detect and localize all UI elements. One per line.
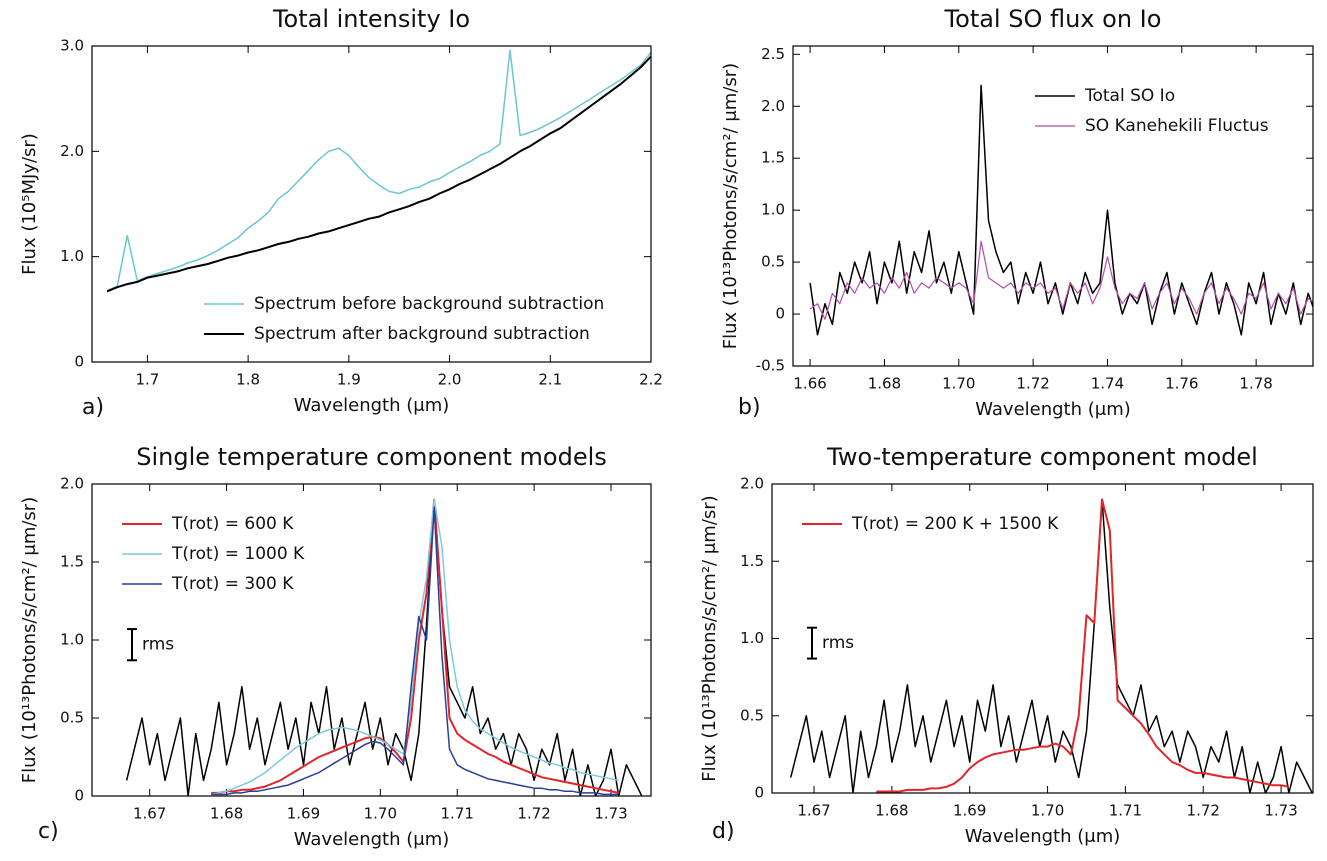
spectrum-line	[211, 498, 619, 796]
x-tick-label: 2.1	[538, 371, 562, 389]
legend-label: SO Kanehekili Fluctus	[1085, 116, 1269, 136]
x-tick-label: 1.76	[1165, 375, 1198, 393]
legend-label: Total SO Io	[1084, 86, 1175, 106]
legend-label: T(rot) = 1000 K	[171, 544, 305, 564]
x-tick-label: 1.67	[133, 805, 166, 823]
rms-label: rms	[822, 633, 854, 653]
y-tick-label: 0.5	[761, 253, 785, 271]
x-tick-label: 1.8	[236, 371, 260, 389]
rms-label: rms	[142, 635, 174, 655]
legend-label: T(rot) = 200 K + 1500 K	[851, 514, 1059, 534]
spectrum-line	[809, 240, 1313, 320]
y-tick-label: 1.0	[60, 247, 84, 265]
y-tick-label: 3.0	[60, 37, 84, 55]
y-tick-label: 1.0	[60, 631, 84, 649]
x-tick-label: 1.72	[1016, 375, 1049, 393]
x-tick-label: 1.70	[1031, 802, 1064, 820]
x-tick-label: 1.72	[517, 805, 550, 823]
panel-label: a)	[82, 395, 104, 420]
y-tick-label: 1.5	[60, 553, 84, 571]
panel-label: b)	[738, 395, 761, 420]
x-tick-label: 1.68	[210, 805, 243, 823]
x-axis-label: Wavelength (μm)	[294, 395, 450, 416]
x-tick-label: 2.2	[639, 371, 663, 389]
x-tick-label: 1.71	[441, 805, 474, 823]
plot-frame	[771, 483, 1314, 794]
y-tick-label: 2.5	[761, 45, 785, 63]
y-tick-label: 2.0	[60, 475, 84, 493]
y-tick-label: 2.0	[761, 97, 785, 115]
spectrum-line	[211, 506, 619, 796]
spectrum-line	[211, 498, 619, 794]
x-tick-label: 1.69	[287, 805, 320, 823]
x-tick-label: 2.0	[438, 371, 462, 389]
panel-title: Single temperature component models	[136, 443, 607, 471]
panel: Total intensity Io Wavelength (μm) Flux (1…	[19, 5, 663, 420]
legend-label: T(rot) = 600 K	[171, 514, 294, 534]
y-axis-label: Flux (10¹³Photons/s/cm²/ μm/sr)	[19, 497, 40, 783]
y-tick-label: 0	[775, 305, 785, 323]
y-tick-label: 0.5	[60, 709, 84, 727]
legend-label: T(rot) = 300 K	[171, 574, 294, 594]
x-tick-label: 1.70	[942, 375, 975, 393]
y-tick-label: 0	[754, 784, 764, 802]
x-tick-label: 1.67	[797, 802, 830, 820]
plot-frame	[792, 45, 1314, 367]
legend-label: Spectrum before background subtraction	[254, 294, 604, 314]
panel-label: d)	[712, 819, 735, 844]
spectrum-line	[809, 84, 1313, 336]
x-axis-label: Wavelength (μm)	[965, 826, 1121, 847]
x-tick-label: 1.73	[1264, 802, 1297, 820]
x-tick-label: 1.74	[1091, 375, 1124, 393]
y-tick-label: 1.0	[761, 201, 785, 219]
x-tick-label: 1.73	[594, 805, 627, 823]
spectrum-line	[876, 498, 1290, 793]
y-tick-label: 1.5	[761, 149, 785, 167]
x-tick-label: 1.68	[868, 375, 901, 393]
x-tick-label: 1.66	[793, 375, 826, 393]
x-tick-label: 1.69	[953, 802, 986, 820]
x-axis-label: Wavelength (μm)	[975, 399, 1131, 420]
y-axis-label: Flux (10¹³Photons/s/cm²/ μm/sr)	[720, 63, 741, 349]
x-tick-label: 1.70	[364, 805, 397, 823]
y-tick-label: 2.0	[740, 475, 764, 493]
panel-label: c)	[38, 819, 59, 844]
x-tick-label: 1.7	[135, 371, 159, 389]
x-tick-label: 1.68	[875, 802, 908, 820]
y-tick-label: 2.0	[60, 142, 84, 160]
y-tick-label: 0	[74, 787, 84, 805]
panel: Single temperature component models Wavel…	[19, 443, 652, 850]
panel: Two-temperature component model Wavelengt…	[699, 443, 1314, 847]
legend-label: Spectrum after background subtraction	[254, 324, 590, 344]
x-tick-label: 1.9	[337, 371, 361, 389]
spectrum-line	[106, 55, 651, 293]
panel-title: Two-temperature component model	[826, 443, 1258, 471]
y-tick-label: 1.0	[740, 629, 764, 647]
x-axis-label: Wavelength (μm)	[294, 829, 450, 850]
y-tick-label: 1.5	[740, 552, 764, 570]
y-tick-label: -0.5	[756, 357, 785, 375]
spectrum-line	[789, 498, 1313, 793]
panel-title: Total SO flux on Io	[944, 5, 1162, 33]
panel: Total SO flux on Io Wavelength (μm) Flux (…	[720, 5, 1314, 420]
plot-frame	[91, 45, 652, 363]
plot-frame	[91, 483, 652, 797]
y-tick-label: 0	[74, 353, 84, 371]
spectrum-line	[106, 49, 651, 292]
panel-title: Total intensity Io	[272, 5, 470, 33]
x-tick-label: 1.72	[1187, 802, 1220, 820]
y-axis-label: Flux (10⁵MJy/sr)	[19, 133, 40, 275]
x-tick-label: 1.78	[1239, 375, 1272, 393]
x-tick-label: 1.71	[1109, 802, 1142, 820]
y-tick-label: 0.5	[740, 706, 764, 724]
y-axis-label: Flux (10¹³Photons/s/cm²/ μm/sr)	[699, 495, 720, 781]
